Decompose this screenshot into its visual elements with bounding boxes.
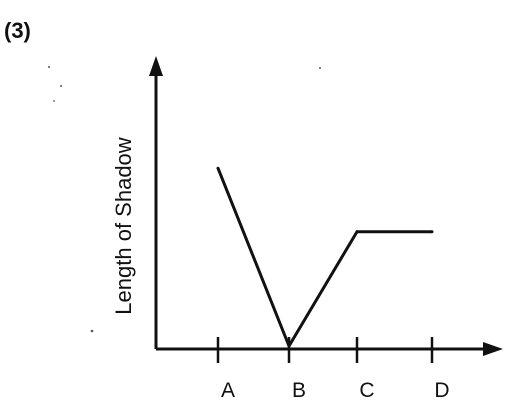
scan-specks (48, 66, 321, 333)
data-point-b (287, 344, 291, 348)
x-tick-label-c: C (359, 379, 374, 402)
series-group (216, 166, 434, 350)
axes (149, 56, 503, 356)
shadow-length-line (216, 167, 432, 350)
data-point-a (216, 166, 220, 170)
x-ticks (216, 337, 434, 363)
x-tick-labels: A B C D (221, 379, 450, 402)
x-tick-label-b: B (292, 379, 306, 402)
figure-number: (3) (4, 18, 31, 43)
data-point-d (430, 230, 434, 234)
x-tick-label-a: A (221, 379, 235, 402)
y-axis-arrowhead (149, 56, 163, 76)
data-point-c (355, 230, 359, 234)
y-axis-title: Length of Shadow (111, 137, 136, 314)
x-tick-label-d: D (434, 379, 449, 402)
x-axis-arrowhead (483, 342, 503, 356)
